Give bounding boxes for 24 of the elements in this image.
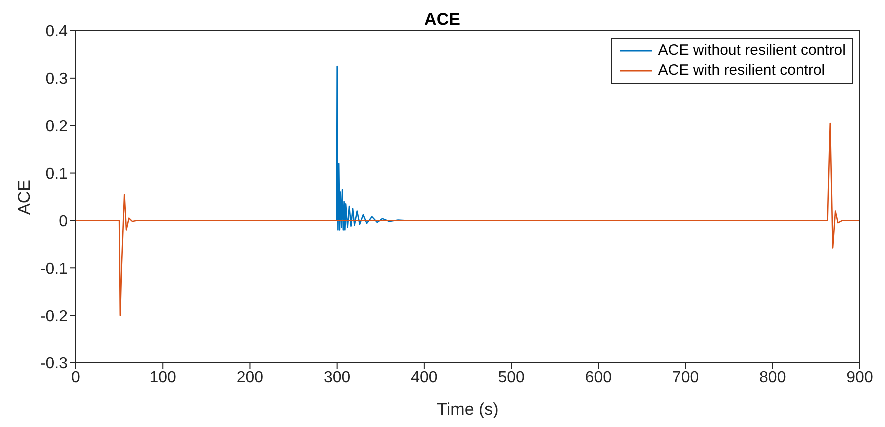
x-tick-label: 100: [150, 369, 177, 386]
legend-label: ACE with resilient control: [658, 61, 826, 81]
x-tick-label: 200: [236, 369, 264, 386]
x-tick-label: 400: [411, 369, 438, 386]
x-tick-label: 0: [72, 369, 81, 386]
y-axis-title: ACE: [15, 180, 34, 215]
chart-title: ACE: [424, 10, 460, 29]
x-tick-label: 900: [846, 369, 874, 386]
y-tick-label: 0: [59, 213, 68, 230]
y-tick-label: -0.3: [40, 356, 68, 373]
y-tick-label: 0.1: [46, 166, 68, 183]
x-tick-label: 700: [672, 369, 700, 386]
x-axis-title: Time (s): [437, 400, 499, 419]
y-tick-label: 0.3: [46, 71, 68, 88]
x-tick-label: 500: [498, 369, 525, 386]
x-tick-label: 300: [324, 369, 351, 386]
line-series: [76, 122, 860, 316]
y-tick-label: -0.1: [40, 260, 68, 278]
y-tick-label: 0.4: [46, 24, 68, 41]
x-tick-label: 600: [585, 369, 612, 386]
y-tick-label: 0.2: [46, 118, 68, 136]
legend-label: ACE without resilient control: [658, 41, 846, 61]
x-tick-label: 800: [760, 369, 786, 386]
y-tick-label: -0.2: [40, 308, 68, 326]
